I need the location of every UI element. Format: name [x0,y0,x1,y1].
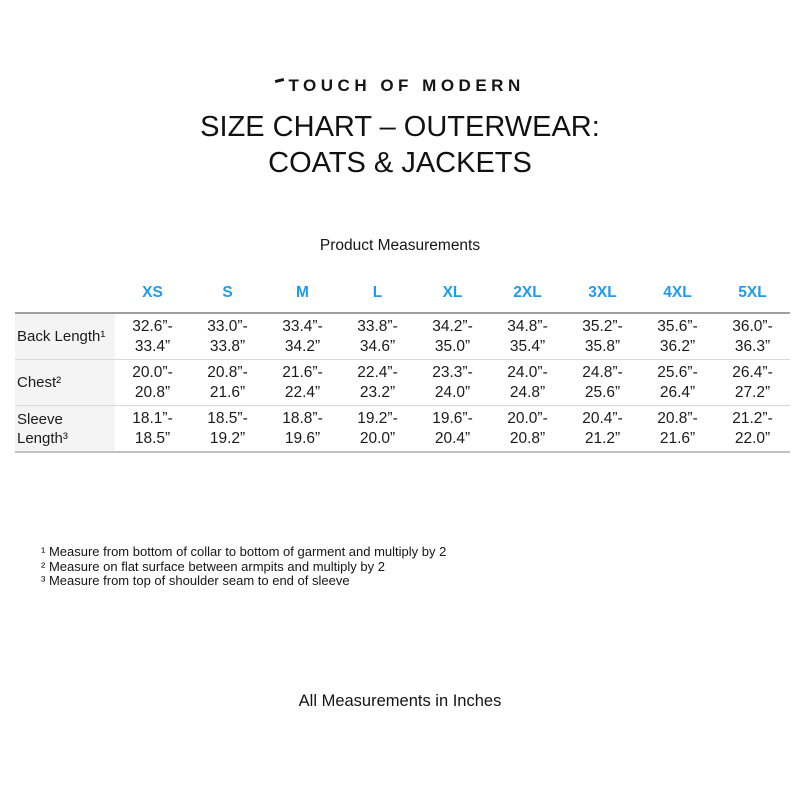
footnote-3: ³ Measure from top of shoulder seam to e… [41,573,350,589]
measurement-cell: 19.2”- 20.0” [357,409,398,447]
size-header-4xl: 4XL [663,284,692,301]
size-header-s: S [222,284,233,301]
measurement-cell: 18.1”- 18.5” [132,409,173,447]
size-header-row: XS S M L XL 2XL 3XL 4XL 5XL [15,272,790,312]
table-body: Back Length¹ 32.6”- 33.4” 33.0”- 33.8” 3… [15,312,790,453]
measurement-cell: 21.6”- 22.4” [282,363,323,401]
footnote-2: ² Measure on flat surface between armpit… [41,558,385,574]
size-header-empty-cell [15,272,115,312]
measurement-cell: 21.2”- 22.0” [732,409,773,447]
page-title-line2: COATS & JACKETS [268,147,532,179]
measurement-cell: 33.0”- 33.8” [207,317,248,355]
measurement-cell: 20.8”- 21.6” [207,363,248,401]
brand-logo-text: TOUCH OF MODERN [288,76,525,95]
brand-logo: TOUCH OF MODERN [0,76,800,96]
measurement-cell: 24.0”- 24.8” [507,363,548,401]
measurement-cell: 34.2”- 35.0” [432,317,473,355]
measurement-cell: 35.6”- 36.2” [657,317,698,355]
measurement-cell: 26.4”- 27.2” [732,363,773,401]
table-caption: Product Measurements [319,237,481,254]
footnotes: ¹ Measure from bottom of collar to botto… [41,544,447,589]
size-header-xl: XL [442,284,463,301]
table-row-chest: Chest² 20.0”- 20.8” 20.8”- 21.6” 21.6”- … [15,359,790,405]
measurement-cell: 20.0”- 20.8” [507,409,548,447]
measurement-cell: 36.0”- 36.3” [732,317,773,355]
measurement-cell: 35.2”- 35.8” [582,317,623,355]
measurement-cell: 20.0”- 20.8” [132,363,173,401]
units-note: All Measurements in Inches [298,692,502,710]
measurement-cell: 33.8”- 34.6” [357,317,398,355]
footnote-1: ¹ Measure from bottom of collar to botto… [41,544,447,559]
measurement-cell: 22.4”- 23.2” [357,363,398,401]
measurement-cell: 34.8”- 35.4” [507,317,548,355]
measurement-cell: 20.8”- 21.6” [657,409,698,447]
row-label-cell: Back Length¹ [15,314,115,359]
table-row-back-length: Back Length¹ 32.6”- 33.4” 33.0”- 33.8” 3… [15,314,790,359]
size-header-xs: XS [142,284,163,301]
page-title-line1: SIZE CHART – OUTERWEAR: [200,111,600,143]
size-header-5xl: 5XL [738,284,767,301]
measurement-cell: 18.8”- 19.6” [282,409,323,447]
measurement-cell: 32.6”- 33.4” [132,317,173,355]
measurement-cell: 25.6”- 26.4” [657,363,698,401]
measurement-cell: 20.4”- 21.2” [582,409,623,447]
measurement-cell: 24.8”- 25.6” [582,363,623,401]
table-row-sleeve-length: Sleeve Length³ 18.1”- 18.5” 18.5”- 19.2”… [15,405,790,451]
size-header-l: L [372,284,383,301]
size-header-m: M [296,284,309,301]
measurement-cell: 18.5”- 19.2” [207,409,248,447]
size-header-2xl: 2XL [513,284,542,301]
measurement-cell: 33.4”- 34.2” [282,317,323,355]
logo-tick-icon [275,77,285,84]
measurements-table: XS S M L XL 2XL 3XL 4XL 5XL Back Length¹… [15,272,790,453]
row-label-cell: Sleeve Length³ [15,406,115,451]
page-title: SIZE CHART – OUTERWEAR: COATS & JACKETS [0,109,800,181]
measurement-cell: 19.6”- 20.4” [432,409,473,447]
row-label-cell: Chest² [15,360,115,405]
measurement-cell: 23.3”- 24.0” [432,363,473,401]
size-header-3xl: 3XL [588,284,617,301]
